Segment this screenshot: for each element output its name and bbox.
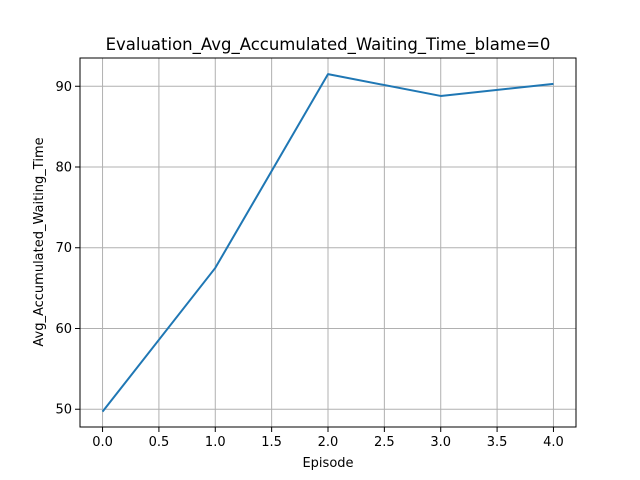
y-tick-label: 90 xyxy=(55,80,72,95)
x-tick-label: 1.0 xyxy=(205,435,226,450)
x-tick-label: 2.5 xyxy=(374,435,395,450)
x-axis: 0.0 0.5 1.0 1.5 2.0 2.5 3.0 3.5 4.0 xyxy=(92,427,564,450)
chart-title: Evaluation_Avg_Accumulated_Waiting_Time_… xyxy=(106,35,551,55)
y-axis: 50 60 70 80 90 xyxy=(55,80,80,418)
y-tick-label: 80 xyxy=(55,161,72,176)
x-tick-label: 3.0 xyxy=(430,435,451,450)
y-tick-label: 70 xyxy=(55,241,72,256)
x-tick-label: 3.5 xyxy=(487,435,508,450)
x-tick-label: 0.0 xyxy=(92,435,113,450)
y-tick-label: 60 xyxy=(55,322,72,337)
y-axis-label: Avg_Accumulated_Waiting_Time xyxy=(32,137,47,346)
y-tick-label: 50 xyxy=(55,403,72,418)
x-tick-label: 4.0 xyxy=(543,435,564,450)
data-series xyxy=(101,73,554,413)
grid-lines xyxy=(80,58,576,427)
x-tick-label: 0.5 xyxy=(149,435,170,450)
x-axis-label: Episode xyxy=(302,456,353,471)
x-tick-label: 1.5 xyxy=(261,435,282,450)
series-line xyxy=(101,73,554,413)
x-tick-label: 2.0 xyxy=(318,435,339,450)
